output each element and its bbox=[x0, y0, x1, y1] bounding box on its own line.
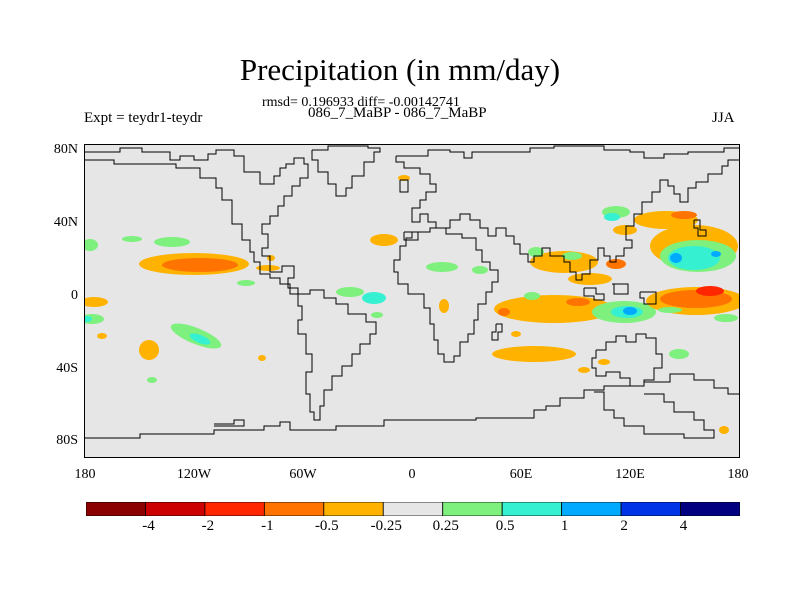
anomaly-patch bbox=[658, 307, 682, 313]
lat-label-80s: 80S bbox=[56, 433, 78, 448]
coastlines bbox=[84, 145, 740, 439]
lat-label-40n: 40N bbox=[53, 215, 78, 230]
lat-label-80n: 80N bbox=[53, 142, 78, 157]
coastline-antarctica bbox=[84, 373, 740, 439]
anomaly-patch bbox=[472, 266, 488, 274]
colorbar-box bbox=[442, 502, 503, 516]
coastline-antarctica-shelf bbox=[214, 391, 715, 439]
anomaly-patch bbox=[562, 252, 582, 260]
anomaly-patch bbox=[511, 331, 521, 337]
colorbar-box bbox=[620, 502, 681, 516]
colorbar-label: -1 bbox=[261, 518, 274, 534]
anomaly-patch bbox=[147, 377, 157, 383]
colorbar bbox=[86, 502, 740, 516]
anomaly-patch bbox=[668, 246, 720, 270]
season-label: JJA bbox=[712, 110, 735, 126]
anomaly-patch bbox=[669, 349, 689, 359]
plot-title: Precipitation (in mm/day) bbox=[239, 52, 561, 87]
lat-label-40s: 40S bbox=[56, 361, 78, 376]
coastline-madagascar bbox=[491, 323, 503, 341]
lon-label-0: 0 bbox=[408, 467, 416, 482]
anomaly-patch bbox=[568, 273, 612, 285]
lon-label-60w: 60W bbox=[289, 467, 317, 482]
coastline-japan bbox=[693, 219, 707, 237]
colorbar-box bbox=[680, 502, 740, 516]
lon-label-120w: 120W bbox=[176, 467, 212, 482]
anomaly-patch bbox=[139, 340, 159, 360]
colorbar-box bbox=[382, 502, 444, 516]
coastline-uk bbox=[399, 179, 409, 193]
anomaly-patch bbox=[566, 298, 590, 306]
coastline-north-america bbox=[84, 147, 309, 295]
anomaly-patch bbox=[719, 426, 729, 434]
anomaly-patch bbox=[237, 280, 255, 286]
colorbar-box bbox=[204, 502, 265, 516]
anomaly-patch bbox=[84, 297, 108, 307]
anomaly-patch bbox=[97, 333, 107, 339]
experiment-label: 086_7_MaBP - 086_7_MaBP bbox=[308, 105, 487, 121]
anomaly-patch bbox=[671, 211, 697, 219]
anomaly-patch bbox=[623, 307, 637, 315]
anomaly-patch bbox=[439, 299, 449, 313]
expt-label: Expt = teydr1-teydr bbox=[84, 110, 203, 126]
anomaly-patch bbox=[524, 292, 540, 300]
precipitation-map bbox=[84, 144, 740, 458]
colorbar-box bbox=[263, 502, 325, 516]
colorbar-label: -0.25 bbox=[370, 518, 402, 534]
stats-line: rmsd= 0.196933 diff= -0.00142741 bbox=[262, 95, 460, 110]
anomaly-patch bbox=[604, 213, 620, 221]
lon-label-120e: 120E bbox=[615, 467, 645, 482]
anomaly-patch bbox=[336, 287, 364, 297]
lat-label-equator: 0 bbox=[71, 288, 78, 303]
colorbar-box bbox=[145, 502, 206, 516]
colorbar-box bbox=[323, 502, 384, 516]
colorbar-label: -0.5 bbox=[314, 518, 339, 534]
anomaly-patch bbox=[84, 239, 98, 251]
anomaly-patch bbox=[370, 234, 398, 246]
map-background bbox=[84, 144, 740, 458]
colorbar-box bbox=[501, 502, 563, 516]
anomaly-patch bbox=[598, 359, 610, 365]
anomaly-patch bbox=[362, 292, 386, 304]
anomaly-patch bbox=[84, 316, 92, 322]
anomaly-patch bbox=[492, 346, 576, 362]
anomaly-patch bbox=[528, 247, 544, 257]
anomaly-patch bbox=[711, 251, 721, 257]
colorbar-box bbox=[561, 502, 622, 516]
anomaly-patch bbox=[613, 225, 637, 235]
coastline-south-america bbox=[297, 289, 377, 421]
colorbar-label: -4 bbox=[142, 518, 155, 534]
colorbar-box bbox=[86, 502, 146, 516]
anomaly-patch bbox=[189, 333, 211, 345]
anomaly-patch bbox=[371, 312, 383, 318]
coastline-eurasia bbox=[395, 145, 740, 281]
anomaly-patch bbox=[696, 286, 724, 296]
colorbar-label: 1 bbox=[560, 518, 569, 534]
colorbar-label: 0.5 bbox=[495, 518, 515, 534]
coastline-black-sea bbox=[403, 231, 419, 241]
precip-anomaly-patches bbox=[84, 175, 740, 434]
lon-label-60e: 60E bbox=[509, 467, 533, 482]
anomaly-patch bbox=[670, 253, 682, 263]
coastline-australia bbox=[591, 333, 663, 387]
coastline-maritime bbox=[583, 283, 657, 305]
anomaly-patch bbox=[714, 314, 738, 322]
colorbar-label: 2 bbox=[620, 518, 628, 534]
anomaly-patch bbox=[162, 258, 238, 272]
map-frame bbox=[84, 144, 740, 458]
coastline-greenland bbox=[311, 145, 381, 197]
anomaly-patch bbox=[122, 236, 142, 242]
lon-label-180w: 180 bbox=[74, 467, 96, 482]
anomaly-patch bbox=[426, 262, 458, 272]
coastline-africa bbox=[393, 227, 499, 363]
anomaly-patch bbox=[256, 265, 280, 271]
colorbar-label: 4 bbox=[679, 518, 688, 534]
colorbar-label: 0.25 bbox=[432, 518, 459, 534]
colorbar-label: -2 bbox=[201, 518, 215, 534]
anomaly-patch bbox=[154, 237, 190, 247]
lon-label-180e: 180 bbox=[727, 467, 749, 482]
anomaly-patch bbox=[258, 355, 266, 361]
anomaly-patch bbox=[578, 367, 590, 373]
anomaly-patch bbox=[498, 308, 510, 316]
